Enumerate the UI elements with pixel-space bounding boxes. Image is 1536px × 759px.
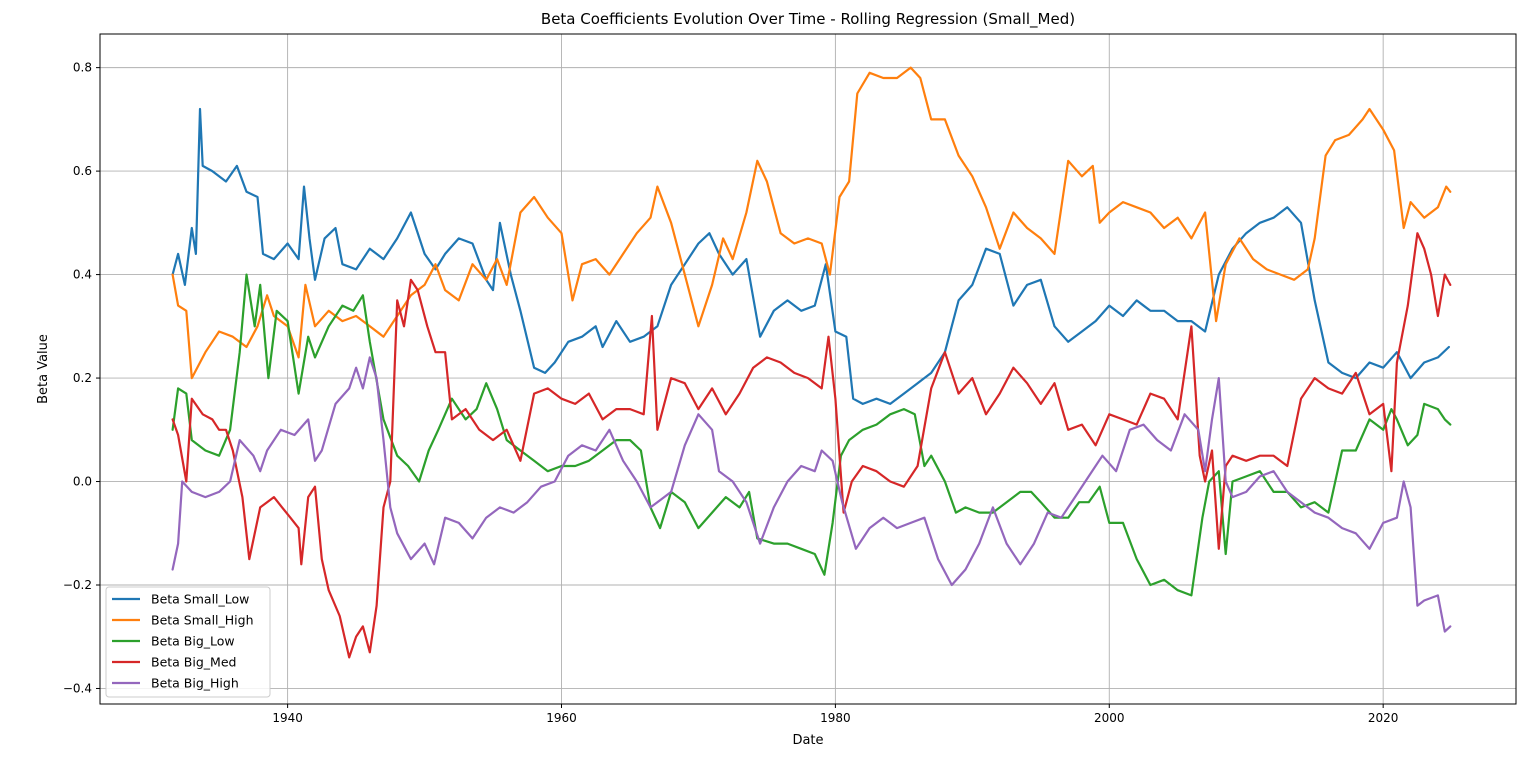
x-tick-label: 1980 xyxy=(820,711,851,725)
series-line-beta-big-high xyxy=(171,356,1452,633)
y-tick-label: 0.0 xyxy=(73,475,92,489)
y-tick-label: 0.4 xyxy=(73,268,92,282)
y-axis-title: Beta Value xyxy=(36,334,51,404)
legend-label-beta-small-high: Beta Small_High xyxy=(151,613,254,628)
y-tick-label: 0.6 xyxy=(73,164,92,178)
y-tick-label: −0.4 xyxy=(63,681,92,695)
y-tick-label: 0.2 xyxy=(73,371,92,385)
legend-label-beta-small-low: Beta Small_Low xyxy=(151,592,249,607)
series-line-beta-small-low xyxy=(171,107,1450,405)
x-tick-label: 2000 xyxy=(1094,711,1125,725)
y-axis-ticks: −0.4 −0.2 0.0 0.2 0.4 0.6 0.8 xyxy=(63,61,100,695)
legend-label-beta-big-med: Beta Big_Med xyxy=(151,655,236,670)
series-line-beta-big-low xyxy=(171,273,1452,597)
y-tick-label: 0.8 xyxy=(73,61,92,75)
legend-box xyxy=(105,586,271,698)
x-tick-label: 1960 xyxy=(546,711,577,725)
y-tick-label: −0.2 xyxy=(63,578,92,592)
legend-label-beta-big-low: Beta Big_Low xyxy=(151,634,235,649)
chart-title: Beta Coefficients Evolution Over Time - … xyxy=(541,10,1075,29)
legend: Beta Small_Low Beta Small_High Beta Big_Lo… xyxy=(105,586,271,698)
series-line-beta-big-med xyxy=(171,232,1452,659)
plot-area-frame xyxy=(99,33,1517,705)
x-axis-ticks: 1940 1960 1980 2000 2020 xyxy=(272,704,1398,725)
legend-label-beta-big-high: Beta Big_High xyxy=(151,676,239,691)
x-tick-label: 2020 xyxy=(1368,711,1399,725)
x-tick-label: 1940 xyxy=(272,711,303,725)
x-axis-title: Date xyxy=(792,733,823,748)
series-lines xyxy=(171,66,1452,659)
